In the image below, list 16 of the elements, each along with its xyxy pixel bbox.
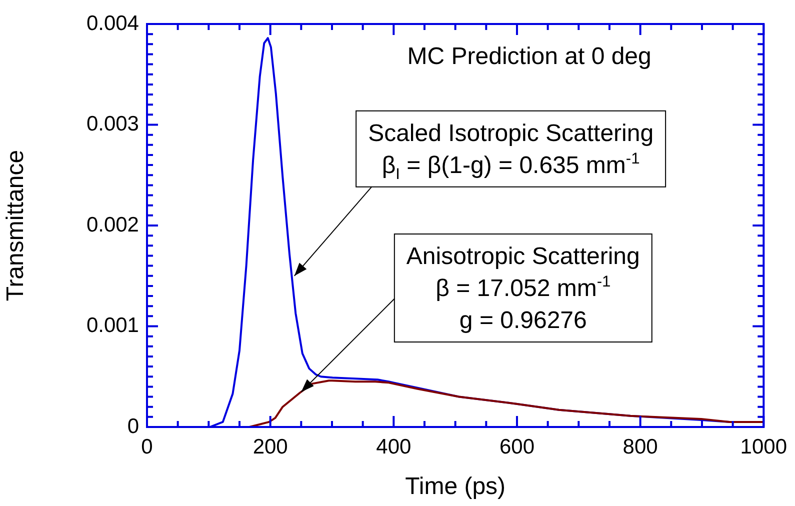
y-tick-label: 0.002 <box>86 213 139 236</box>
x-tick-label: 200 <box>252 435 288 458</box>
x-tick-label: 400 <box>376 435 412 458</box>
y-tick-label: 0 <box>127 414 139 438</box>
y-axis-title: Transmittance <box>2 150 30 302</box>
x-tick-label: 800 <box>622 435 658 458</box>
annotation: Scaled Isotropic Scattering <box>368 120 654 147</box>
y-tick-label: 0.001 <box>86 314 139 338</box>
annotation: g = 0.96276 <box>459 306 587 334</box>
annotation: Anisotropic Scattering <box>406 242 640 270</box>
x-tick-label: 1000 <box>740 435 787 458</box>
x-axis-title: Time (ps) <box>405 473 506 500</box>
y-tick-label: 0.004 <box>86 12 140 35</box>
y-tick-label: 0.003 <box>86 112 139 136</box>
annotation: MC Prediction at 0 deg <box>407 43 652 70</box>
x-tick-label: 600 <box>499 435 535 458</box>
